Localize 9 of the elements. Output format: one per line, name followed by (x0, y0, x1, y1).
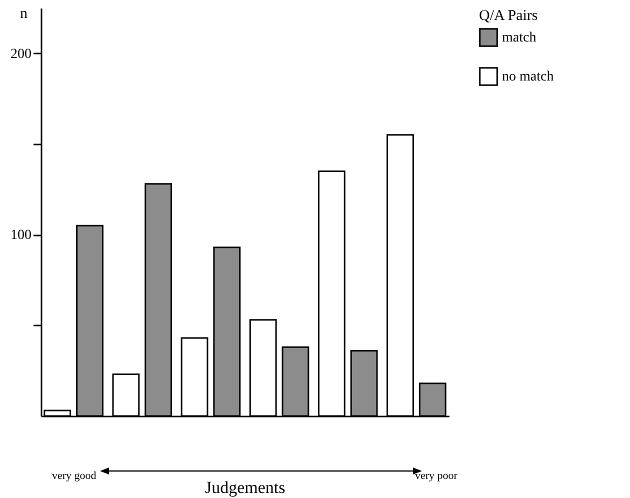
legend-title: Q/A Pairs (479, 8, 538, 24)
y-tick-label: 100 (10, 228, 32, 244)
y-axis-title: n (20, 6, 28, 23)
legend-label: no match (502, 70, 554, 84)
legend-label: match (502, 30, 536, 46)
x-axis-title: Judgements (205, 478, 286, 498)
text: very good (52, 470, 96, 482)
text: very poor (415, 470, 458, 482)
y-tick-label: 200 (10, 46, 32, 62)
